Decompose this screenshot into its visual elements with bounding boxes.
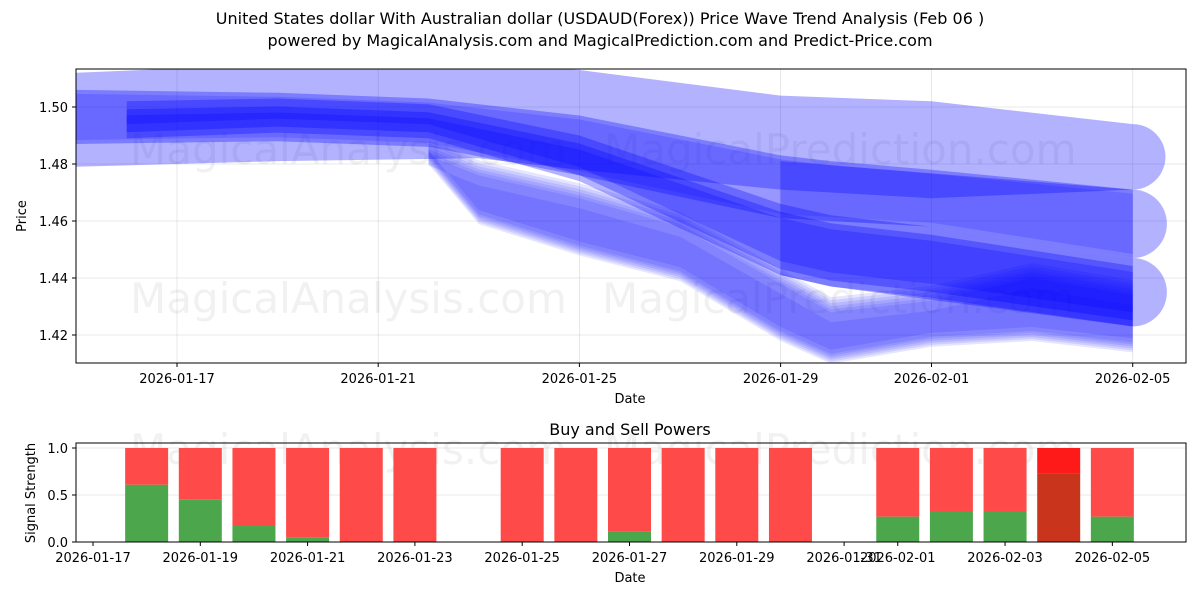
buy-bar — [1037, 473, 1080, 542]
x-tick-label: 2026-01-21 — [340, 372, 416, 387]
buy-bar — [125, 485, 168, 542]
x-tick-label: 2026-01-17 — [55, 551, 131, 566]
sell-bar — [769, 448, 812, 542]
x-tick-label: 2026-02-05 — [1075, 551, 1151, 566]
buy-sell-powers-chart: Buy and Sell Powers MagicalAnalysis.comM… — [24, 420, 1186, 586]
top-y-axis-label: Price — [15, 200, 30, 232]
buy-bar — [179, 500, 222, 542]
y-tick-label: 0.5 — [47, 489, 68, 504]
y-tick-label: 0.0 — [47, 536, 68, 551]
x-tick-label: 2026-01-25 — [484, 551, 560, 566]
top-y-axis: 1.42 1.44 1.46 1.48 1.50 — [39, 101, 76, 344]
buy-bar — [232, 526, 275, 542]
x-tick-label: 2026-02-03 — [967, 551, 1043, 566]
top-x-axis: 2026-01-17 2026-01-21 2026-01-25 2026-01-29… — [139, 363, 1170, 387]
bottom-y-axis: 0.0 0.5 1.0 — [47, 442, 76, 551]
bottom-x-axis: 2026-01-17 2026-01-19 2026-01-21 2026-01-23… — [55, 542, 1150, 566]
sell-bar — [286, 448, 329, 537]
y-tick-label: 1.44 — [39, 272, 68, 287]
sell-bar — [1037, 448, 1080, 473]
price-wave-chart: MagicalAnalysis.comMagicalPrediction.com… — [15, 61, 1186, 407]
buy-bar — [984, 511, 1027, 542]
sell-bar — [554, 448, 597, 542]
bottom-x-axis-label: Date — [614, 571, 645, 586]
x-tick-label: 2026-02-05 — [1095, 372, 1171, 387]
sell-bar — [393, 448, 436, 542]
x-tick-label: 2026-02-01 — [894, 372, 970, 387]
sell-bar — [715, 448, 758, 542]
x-tick-label: 2026-01-29 — [743, 372, 819, 387]
x-tick-label: 2026-01-21 — [270, 551, 346, 566]
sell-bar — [179, 448, 222, 500]
y-tick-label: 1.50 — [39, 101, 68, 116]
x-tick-label: 2026-01-23 — [377, 551, 453, 566]
sell-bar — [876, 448, 919, 517]
buy-bar — [1091, 517, 1134, 542]
y-tick-label: 1.42 — [39, 329, 68, 344]
bottom-y-axis-label: Signal Strength — [24, 443, 39, 543]
x-tick-label: 2026-01-27 — [592, 551, 668, 566]
sell-bar — [930, 448, 973, 511]
x-tick-label: 2026-02-01 — [860, 551, 936, 566]
x-tick-label: 2026-01-19 — [163, 551, 239, 566]
x-tick-label: 2026-01-25 — [542, 372, 618, 387]
sell-bar — [125, 448, 168, 485]
sell-bar — [501, 448, 544, 542]
projection-cap — [1133, 190, 1167, 258]
x-tick-label: 2026-01-17 — [139, 372, 215, 387]
sell-bar — [340, 448, 383, 542]
top-x-axis-label: Date — [614, 392, 645, 407]
buy-bar — [608, 532, 651, 542]
sell-bar — [232, 448, 275, 526]
sell-bar — [662, 448, 705, 542]
y-tick-label: 1.46 — [39, 215, 68, 230]
buy-bar — [930, 511, 973, 542]
buy-bar — [876, 517, 919, 542]
sell-bar — [1091, 448, 1134, 517]
sell-bar — [608, 448, 651, 532]
projection-cap — [1133, 258, 1167, 326]
x-tick-label: 2026-01-29 — [699, 551, 775, 566]
watermark-text: MagicalAnalysis.com — [130, 274, 567, 323]
y-tick-label: 1.0 — [47, 442, 68, 457]
chart-canvas: MagicalAnalysis.comMagicalPrediction.com… — [0, 0, 1200, 600]
buy-bar — [286, 537, 329, 542]
sell-bar — [984, 448, 1027, 511]
y-tick-label: 1.48 — [39, 158, 68, 173]
projection-cap — [1133, 124, 1166, 190]
